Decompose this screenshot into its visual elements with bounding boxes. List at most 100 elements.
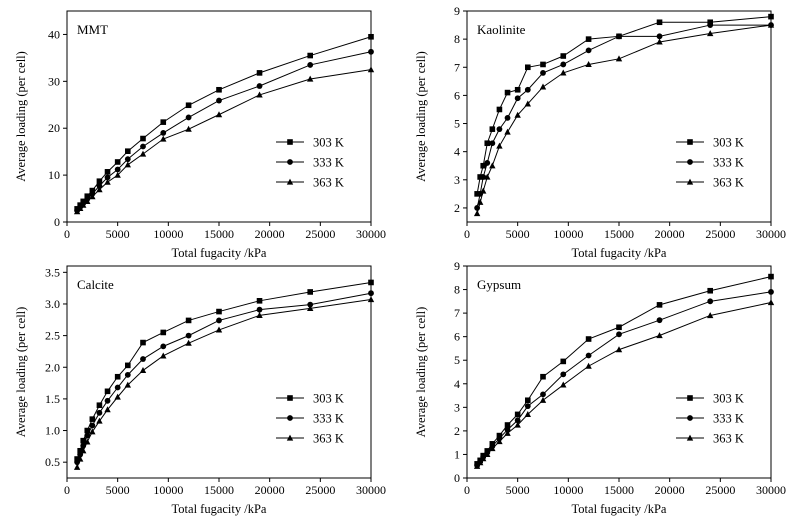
y-tick-label: 5: [454, 353, 460, 367]
data-point: [484, 173, 491, 180]
data-point: [96, 178, 103, 185]
data-point: [125, 148, 131, 154]
data-point: [104, 388, 111, 395]
data-point: [114, 393, 121, 400]
data-point: [496, 106, 503, 113]
x-tick-label: 20000: [655, 227, 685, 241]
y-axis-label: Average loading (per cell): [414, 307, 428, 438]
y-axis-label: Average loading (per cell): [14, 51, 28, 182]
x-tick-label: 20000: [655, 483, 685, 497]
legend-label: 333 K: [713, 412, 744, 426]
data-point: [585, 61, 592, 68]
data-point: [496, 438, 503, 445]
data-point: [114, 373, 121, 380]
data-point: [160, 343, 167, 350]
x-tick-label: 15000: [604, 483, 634, 497]
y-tick-label: 2.0: [45, 360, 60, 374]
data-point: [307, 289, 313, 295]
series-line: [476, 291, 772, 466]
x-axis-label: Total fugacity /kPa: [572, 246, 667, 260]
data-point: [256, 70, 263, 76]
data-point: [476, 198, 484, 205]
y-tick-label: 3.0: [45, 297, 60, 311]
legend: 303 K 333 K 363 K: [676, 392, 744, 446]
data-point: [514, 86, 521, 93]
data-point: [476, 459, 484, 466]
legend-marker: [687, 415, 693, 421]
data-point: [514, 421, 521, 428]
series-line: [476, 24, 771, 209]
series-363k: [473, 299, 775, 469]
data-point: [125, 362, 131, 369]
data-point: [96, 402, 103, 409]
y-axis-label: Average loading (per cell): [414, 51, 428, 182]
x-axis-label: Total fugacity /kPa: [572, 502, 667, 516]
data-point: [104, 397, 111, 404]
data-point: [367, 66, 375, 73]
data-point: [496, 142, 503, 149]
legend-marker: [687, 159, 693, 165]
data-point: [96, 417, 103, 424]
data-point: [768, 273, 774, 280]
data-point: [656, 302, 663, 308]
x-tick-label: 5000: [106, 227, 130, 241]
data-point: [524, 403, 531, 410]
data-point: [80, 437, 87, 444]
x-axis-label: Total fugacity /kPa: [172, 502, 267, 516]
data-point: [560, 53, 567, 59]
y-tick-label: 7: [454, 306, 460, 320]
data-point: [74, 456, 80, 462]
data-point: [539, 396, 547, 403]
panel-gypsum: 0 5000 10000 15000 20000 25000 30000 0 1 2 3 4 5 6 7 8 9…: [414, 259, 786, 516]
y-tick-label: 0: [54, 215, 60, 229]
y-tick-label: 3.5: [45, 265, 60, 279]
legend-marker: [287, 395, 293, 401]
y-tick-label: 0.5: [45, 455, 60, 469]
data-point: [707, 287, 713, 294]
x-tick-label: 30000: [356, 483, 386, 497]
data-point: [84, 427, 91, 434]
data-point: [89, 187, 96, 194]
legend-label: 363 K: [713, 432, 744, 446]
data-point: [504, 89, 511, 96]
data-point: [216, 317, 222, 324]
legend-label: 303 K: [313, 392, 344, 406]
data-point: [124, 371, 131, 378]
data-point: [307, 62, 314, 68]
data-point: [307, 52, 313, 59]
data-point: [656, 38, 663, 45]
data-point: [489, 140, 496, 147]
data-point: [496, 126, 503, 133]
data-point: [140, 356, 146, 362]
data-point: [504, 429, 511, 436]
data-point: [560, 381, 567, 388]
y-tick-label: 0: [454, 471, 460, 485]
data-point: [368, 48, 374, 55]
legend-marker: [687, 139, 693, 145]
data-point: [124, 161, 131, 168]
data-point: [504, 422, 511, 428]
panel-kaolinite: 0 5000 10000 15000 20000 25000 30000 2 3 4 5 6 7 8 9 To…: [414, 4, 786, 260]
x-tick-label: 30000: [756, 227, 786, 241]
y-tick-label: 40: [48, 27, 60, 41]
data-point: [96, 186, 103, 193]
data-point: [524, 86, 531, 93]
y-tick-label: 9: [454, 259, 460, 273]
y-axis-label: Average loading (per cell): [14, 307, 28, 438]
data-point: [104, 169, 111, 175]
data-point: [80, 201, 87, 208]
data-point: [585, 336, 592, 342]
data-point: [477, 174, 483, 180]
series-line: [76, 292, 372, 463]
series-363k: [473, 21, 775, 217]
y-tick-label: 10: [48, 168, 60, 182]
legend-label: 363 K: [713, 176, 744, 190]
data-point: [84, 432, 91, 439]
data-point: [114, 166, 121, 173]
data-point: [114, 159, 121, 165]
y-tick-label: 7: [454, 60, 460, 74]
data-point: [104, 174, 111, 181]
data-point: [484, 140, 491, 147]
data-point: [80, 447, 87, 454]
